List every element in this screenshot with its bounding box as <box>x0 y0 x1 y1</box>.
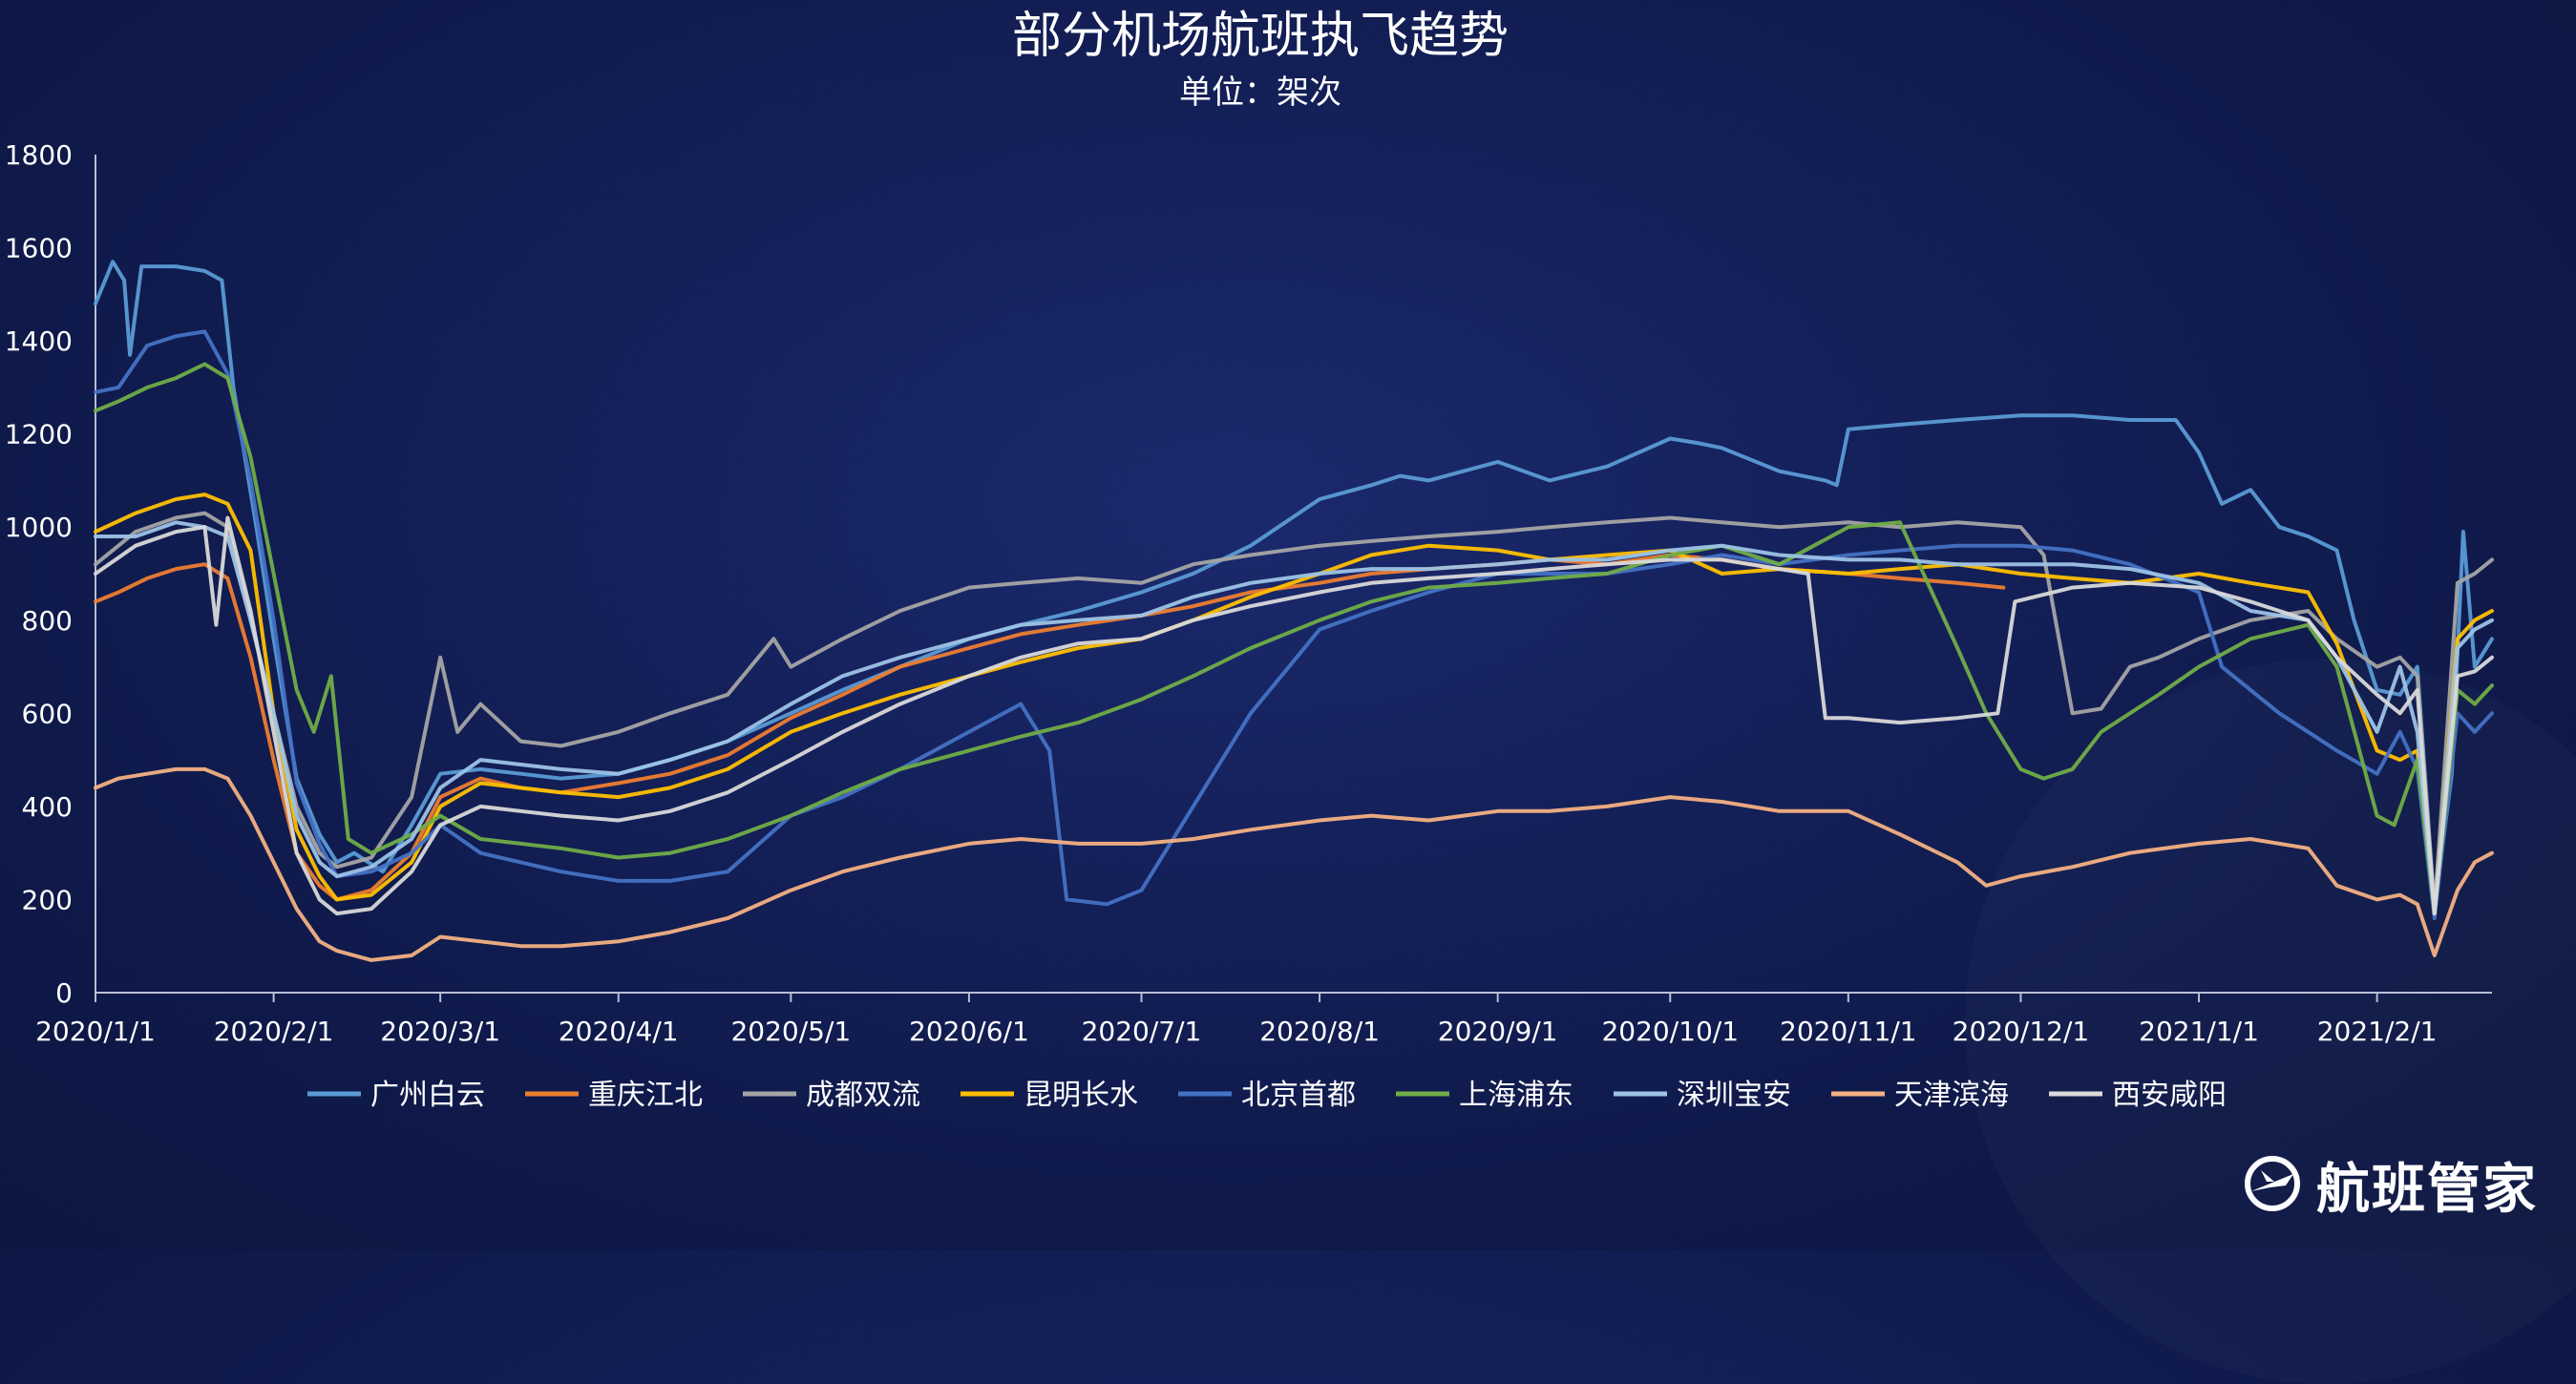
legend-item: 广州白云 <box>307 1079 485 1112</box>
series-line-0 <box>94 260 2494 912</box>
legend-item: 西安咸阳 <box>2049 1079 2227 1112</box>
y-axis: 0 200 400 600 800 1000 1200 1400 1600 1800 <box>5 139 96 1009</box>
x-tick-label: 2020/8/1 <box>1259 1016 1380 1047</box>
y-tick-label: 1200 <box>5 419 73 451</box>
legend-label: 上海浦东 <box>1459 1079 1573 1112</box>
legend-label: 西安咸阳 <box>2112 1079 2227 1112</box>
legend-label: 成都双流 <box>806 1079 920 1112</box>
legend-item: 深圳宝安 <box>1614 1079 1791 1112</box>
x-tick-label: 2020/5/1 <box>730 1016 851 1047</box>
y-tick-label: 600 <box>22 698 73 729</box>
x-tick-label: 2020/7/1 <box>1082 1016 1202 1047</box>
brand-logo: 航班管家 <box>2242 1146 2538 1224</box>
series-line-8 <box>94 515 2494 916</box>
series-line-3 <box>94 493 2494 916</box>
legend-label: 昆明长水 <box>1024 1079 1138 1112</box>
legend-label: 北京首都 <box>1241 1079 1356 1112</box>
legend-item: 北京首都 <box>1178 1079 1356 1112</box>
y-tick-label: 200 <box>22 884 73 915</box>
legend-item: 重庆江北 <box>525 1079 703 1112</box>
x-tick-label: 2020/1/1 <box>35 1016 156 1047</box>
series-line-2 <box>94 511 2494 912</box>
line-chart: 部分机场航班执飞趋势 单位：架次 0 200 400 600 800 1000 1200 14… <box>5 8 2494 1112</box>
x-tick-label: 2020/6/1 <box>909 1016 1029 1047</box>
legend-item: 成都双流 <box>743 1079 920 1112</box>
series-line-4 <box>94 329 2494 920</box>
x-tick-label: 2020/10/1 <box>1601 1016 1739 1047</box>
series-line-5 <box>94 362 2494 916</box>
legend-item: 昆明长水 <box>961 1079 1138 1112</box>
x-tick-label: 2020/2/1 <box>214 1016 334 1047</box>
brand-name: 航班管家 <box>2316 1159 2538 1221</box>
y-tick-label: 0 <box>55 977 73 1009</box>
y-tick-label: 1400 <box>5 325 73 357</box>
x-tick-label: 2020/3/1 <box>380 1016 500 1047</box>
x-tick-label: 2020/12/1 <box>1953 1016 2090 1047</box>
legend: 广州白云 重庆江北 成都双流 昆明长水 北京首都 上海浦东 深圳宝安 天津滨海 西安咸阳 <box>307 1079 2227 1112</box>
y-tick-label: 800 <box>22 605 73 637</box>
legend-label: 重庆江北 <box>588 1079 703 1112</box>
chart-subtitle: 单位：架次 <box>1179 73 1341 112</box>
y-tick-label: 1600 <box>5 233 73 264</box>
x-tick-label: 2021/2/1 <box>2317 1016 2438 1047</box>
y-tick-label: 1000 <box>5 512 73 543</box>
legend-item: 天津滨海 <box>1831 1079 2009 1112</box>
plane-globe-icon <box>2242 1153 2303 1218</box>
y-tick-label: 400 <box>22 791 73 823</box>
x-tick-label: 2020/9/1 <box>1438 1016 1558 1047</box>
legend-label: 广州白云 <box>370 1079 485 1112</box>
x-axis: 2020/1/1 2020/2/1 2020/3/1 2020/4/1 2020/5/1… <box>35 992 2492 1047</box>
series-lines <box>94 260 2494 962</box>
legend-item: 上海浦东 <box>1396 1079 1573 1112</box>
x-tick-label: 2020/4/1 <box>559 1016 679 1047</box>
series-line-7 <box>94 766 2494 962</box>
x-tick-label: 2021/1/1 <box>2139 1016 2259 1047</box>
y-tick-label: 1800 <box>5 139 73 171</box>
legend-label: 深圳宝安 <box>1677 1079 1791 1112</box>
series-line-6 <box>94 520 2494 916</box>
chart-title: 部分机场航班执飞趋势 <box>1012 8 1509 65</box>
legend-label: 天津滨海 <box>1894 1079 2009 1112</box>
x-tick-label: 2020/11/1 <box>1780 1016 1917 1047</box>
